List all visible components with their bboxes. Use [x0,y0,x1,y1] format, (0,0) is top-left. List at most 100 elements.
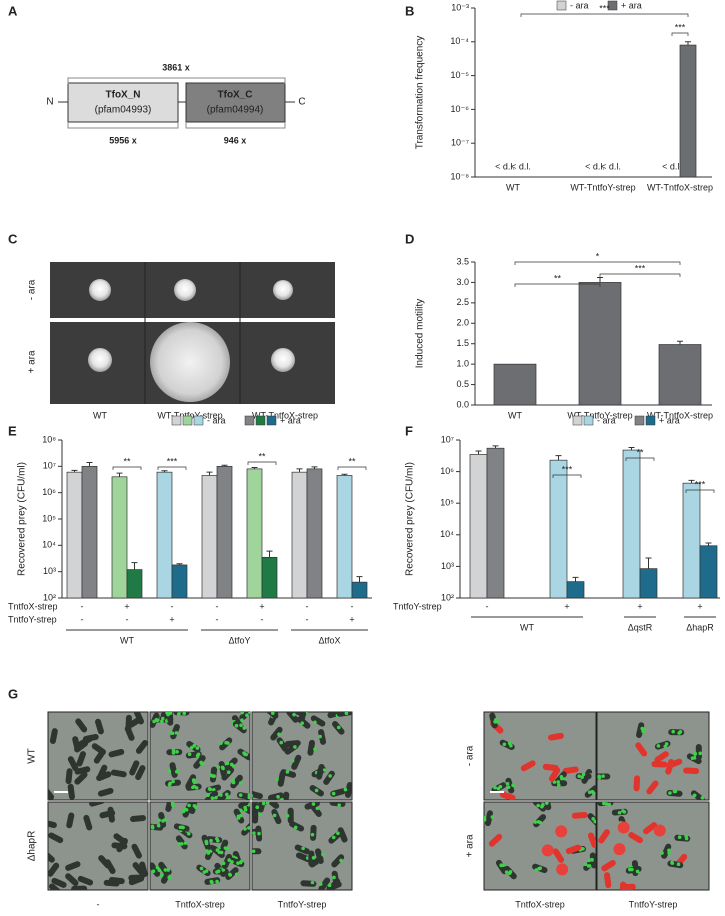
domain-box [185,82,286,123]
cell [548,767,561,782]
cell [488,833,503,847]
fluorescence [671,729,676,734]
cell [252,790,263,800]
significance-bracket [520,13,689,17]
significance-label: ** [554,273,562,283]
cell [327,712,344,719]
cell [326,881,342,890]
fluorescence [190,785,195,790]
y-tick-label: 3.5 [456,256,469,266]
fluorescence [187,803,191,808]
fluorescence [591,791,596,795]
fluorescence [150,824,155,829]
fluorescence [321,852,325,857]
fluorescence [502,742,507,747]
fluorescence [261,802,266,806]
fluorescence [538,866,542,871]
error-bar [296,468,303,473]
fluorescence [562,777,567,781]
fluorescence [504,870,509,874]
fluorescence [226,741,230,745]
cell [280,769,297,778]
span-bracket [67,122,179,129]
plate-photo: - ara + ara WT WT-TntfoY-strep WT-TntfoX… [27,262,335,420]
fluorescence [506,785,511,790]
fluorescence [590,858,594,862]
fluorescence [243,752,247,757]
panel-label: D [405,231,414,246]
y-axis-label: Induced motility [415,299,426,368]
fluorescence [677,835,682,840]
cell [661,843,672,859]
legend-label: - ara [207,415,226,425]
fluorescence [310,880,315,885]
fluorescence [622,810,627,814]
significance-label: *** [635,263,646,273]
fluorescence [201,762,205,766]
cells [150,712,250,800]
value-label: < d.l. [495,161,515,171]
bar [486,447,505,599]
cell [110,769,127,778]
fluorescence [310,832,315,837]
bar [549,459,568,599]
fluorescence [161,716,165,721]
bar [622,449,641,599]
fluorescence [587,790,592,795]
y-tick-label: 2.0 [456,318,469,328]
fluorescence [692,793,696,798]
cell [48,832,64,844]
fluorescence [175,749,179,754]
fluorescence [163,868,168,872]
legend-swatch [266,415,277,426]
y-tick-label: 0.0 [456,399,469,409]
error-bar [251,467,258,469]
cell [548,732,564,741]
fluorescence [597,775,602,780]
cell [635,742,648,757]
cell [310,715,326,727]
cell [129,760,140,776]
fluorescence [226,846,231,851]
fluorescence [247,826,250,830]
column-label: WT-TntfoY-strep [157,410,222,420]
cell [646,780,659,795]
fluorescence [673,789,678,794]
panel-label: E [8,423,17,438]
fluorescence [332,875,336,880]
fluorescence [670,860,674,865]
fluorescence [219,741,223,745]
error-bar [597,277,603,283]
cell [314,848,324,864]
fluorescence [225,761,230,766]
significance-label: *** [167,456,178,466]
value-label: < d.l. [601,161,621,171]
rounded-cell [541,844,554,857]
fluorescence [248,802,250,807]
significance-label: *** [599,3,610,13]
fluorescence [591,817,596,821]
y-tick-label: 10⁻³ [451,2,469,12]
fluorescence [498,784,503,789]
significance-label: * [596,251,600,261]
fluorescence [343,787,348,792]
fluorescence [157,818,161,823]
cell [48,849,55,863]
cells [597,722,705,800]
column-label: TntfoX-strep [175,899,225,909]
fluorescence [580,775,584,779]
fluorescence [301,846,305,851]
span-label: 946 x [224,135,247,145]
fluorescence [311,802,316,806]
fluorescence [170,802,175,805]
error-bar [677,340,683,345]
cell [489,712,498,729]
cell [74,740,89,753]
significance-bracket [514,283,601,287]
colony [174,279,196,301]
fluorescence [231,778,235,782]
fluorescence [167,769,172,773]
fluorescence [240,718,244,723]
fluorescence [227,858,232,862]
fluorescence [559,775,564,779]
